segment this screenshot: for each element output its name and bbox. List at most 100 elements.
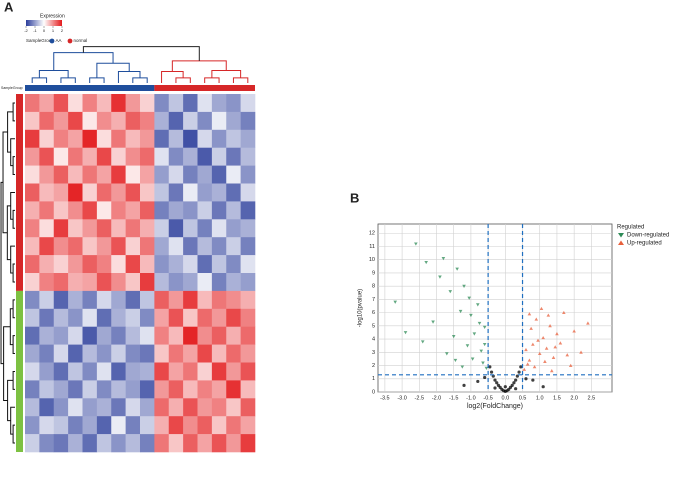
point (445, 352, 449, 356)
point (536, 338, 540, 342)
colorbar (26, 20, 62, 26)
point (403, 331, 408, 335)
heatmap-cell (140, 94, 155, 113)
heatmap-cell (125, 273, 141, 292)
point (465, 344, 470, 348)
heatmap-cell (154, 362, 170, 381)
x-tick-label: -0.5 (483, 395, 492, 401)
point (553, 345, 558, 349)
point (475, 303, 480, 307)
heatmap-cell (211, 380, 227, 399)
heatmap-cell (197, 273, 213, 292)
row-annotation (16, 94, 23, 291)
point (414, 242, 418, 246)
column-annotation (25, 85, 155, 91)
heatmap-cell (25, 290, 40, 310)
point (548, 324, 552, 328)
heatmap-cell (111, 147, 126, 166)
heatmap-cell (96, 255, 112, 274)
heatmap-cell (96, 111, 112, 131)
x-tick-label: -1.5 (449, 395, 458, 401)
y-tick-label: 9 (372, 270, 375, 276)
heatmap-cell (211, 255, 227, 274)
heatmap-cell (82, 290, 98, 310)
heatmap-cell (140, 165, 155, 184)
point (546, 313, 551, 317)
heatmap-cell (211, 237, 227, 256)
heatmap-cell (168, 165, 184, 184)
heatmap-cell (25, 147, 40, 166)
heatmap-cell (154, 94, 170, 113)
heatmap-cell (111, 165, 126, 184)
heatmap-cell (82, 201, 98, 220)
heatmap-cell (53, 111, 69, 131)
dendrogram (12, 299, 15, 319)
point (549, 369, 554, 373)
point (517, 370, 521, 374)
heatmap-cell (197, 201, 213, 220)
heatmap-cell (197, 147, 213, 166)
heatmap-cell (96, 129, 112, 148)
heatmap-cell (53, 237, 69, 256)
heatmap-cell (211, 219, 227, 238)
heatmap-cell (154, 237, 170, 256)
heatmap-cell (82, 219, 98, 238)
heatmap-cell (111, 362, 126, 381)
heatmap-cell (140, 273, 155, 292)
heatmap-cell (96, 94, 112, 113)
dendrogram (132, 77, 148, 83)
heatmap-cell (68, 308, 83, 327)
point (489, 370, 494, 374)
heatmap-cell (125, 201, 141, 220)
x-tick-label: 2.5 (588, 395, 596, 401)
heatmap-cell (168, 147, 184, 166)
heatmap-cell (154, 201, 170, 220)
heatmap-cell (240, 398, 256, 417)
legend-title: Regulated (617, 225, 644, 231)
heatmap-cell (68, 237, 83, 256)
heatmap-cell (68, 273, 83, 292)
point (462, 284, 466, 288)
heatmap-cell (226, 111, 241, 131)
heatmap-cell (183, 326, 198, 345)
colorbar-tick-label: 2 (61, 28, 64, 33)
dendrogram (12, 335, 15, 355)
heatmap-cell (197, 416, 213, 435)
point (572, 329, 576, 333)
heatmap-cell (226, 165, 241, 184)
point (568, 363, 573, 367)
x-tick-label: 2.0 (570, 395, 578, 401)
heatmap-cell (140, 308, 155, 327)
legend-label: Up-regulated (627, 241, 662, 247)
heatmap-cell (226, 201, 241, 220)
y-axis-label: -log10(pvalue) (358, 289, 364, 327)
heatmap-cell (111, 255, 126, 274)
heatmap-cell (96, 147, 112, 166)
point (544, 346, 549, 350)
heatmap-cell (111, 219, 126, 238)
heatmap-cell (39, 344, 55, 363)
heatmap-cell (226, 380, 241, 399)
heatmap-cell (68, 219, 83, 238)
heatmap-cell (197, 380, 213, 399)
legend-label: Down-regulated (627, 233, 669, 239)
heatmap-cell (125, 237, 141, 256)
dendrogram (89, 77, 105, 83)
heatmap-cell (125, 398, 141, 417)
heatmap-cell (197, 434, 213, 453)
heatmap-cell (211, 326, 227, 345)
heatmap-cell (53, 165, 69, 184)
heatmap-cell (168, 183, 184, 202)
heatmap-cell (240, 219, 256, 238)
heatmap-cell (197, 237, 213, 256)
point (510, 383, 514, 387)
heatmap-cell (53, 308, 69, 327)
x-tick-label: 0.5 (519, 395, 527, 401)
heatmap-cell (226, 344, 241, 363)
heatmap-cell (68, 380, 83, 399)
heatmap-cell (125, 165, 141, 184)
heatmap-cell (140, 434, 155, 453)
heatmap-cell (226, 255, 241, 274)
dendrogram (31, 77, 48, 83)
heatmap-cell (140, 219, 155, 238)
